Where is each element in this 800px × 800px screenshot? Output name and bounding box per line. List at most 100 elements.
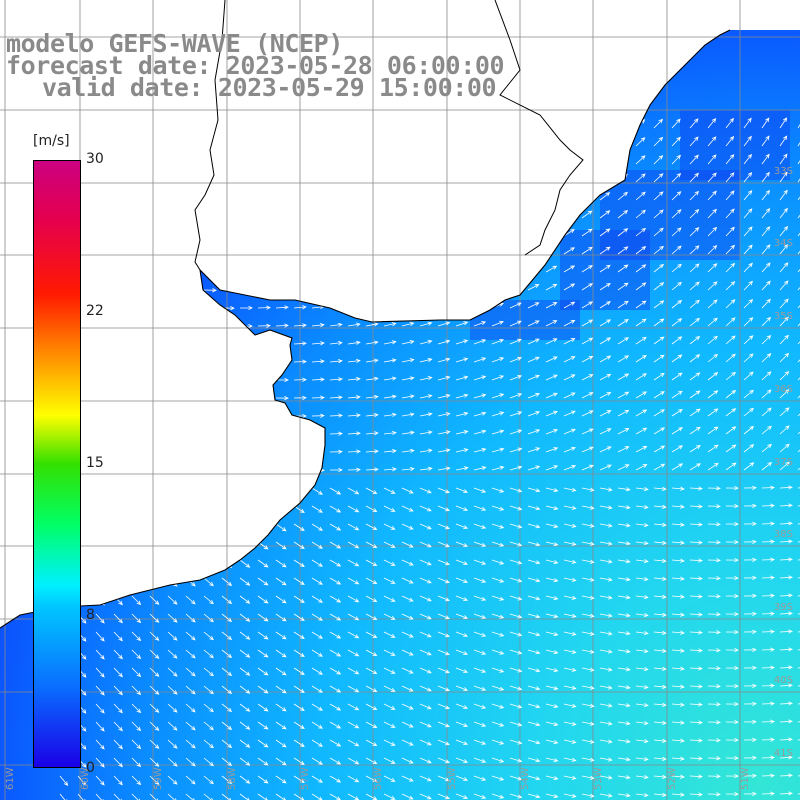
wind-arrow bbox=[275, 250, 289, 256]
wind-arrow bbox=[473, 157, 486, 165]
wind-arrow bbox=[419, 466, 433, 471]
wind-arrow bbox=[545, 410, 558, 417]
wind-arrow bbox=[797, 225, 800, 237]
wind-arrow bbox=[113, 631, 123, 642]
wind-arrow bbox=[437, 212, 450, 219]
wind-arrow bbox=[581, 703, 595, 708]
wind-arrow bbox=[113, 775, 123, 786]
wind-arrow bbox=[383, 267, 397, 273]
wind-arrow bbox=[293, 649, 305, 658]
wind-arrow bbox=[779, 485, 793, 490]
wind-arrow bbox=[689, 263, 700, 273]
wind-arrow bbox=[239, 160, 253, 165]
wind-arrow bbox=[131, 523, 142, 534]
wind-arrow bbox=[401, 667, 414, 674]
wind-arrow bbox=[149, 379, 163, 384]
wind-arrow bbox=[329, 141, 343, 147]
wind-arrow bbox=[383, 376, 397, 381]
wind-arrow bbox=[365, 249, 379, 255]
lat-label: 36S bbox=[774, 384, 793, 395]
wind-arrow bbox=[383, 213, 397, 219]
wind-arrow bbox=[239, 523, 251, 532]
wind-arrow bbox=[419, 613, 432, 620]
wind-arrow bbox=[419, 231, 433, 237]
wind-arrow bbox=[275, 541, 287, 550]
wind-arrow bbox=[581, 541, 595, 546]
wind-arrow bbox=[707, 208, 717, 219]
wind-arrow bbox=[203, 378, 217, 383]
wind-arrow bbox=[473, 339, 487, 345]
wind-arrow bbox=[455, 667, 469, 673]
wind-arrow bbox=[797, 443, 800, 453]
wind-arrow bbox=[527, 631, 541, 637]
wind-arrow bbox=[509, 595, 523, 601]
wind-arrow bbox=[527, 211, 540, 219]
wind-arrow bbox=[329, 250, 343, 255]
wind-arrow bbox=[131, 667, 142, 678]
wind-arrow bbox=[311, 487, 323, 495]
wind-arrow bbox=[167, 125, 181, 130]
wind-arrow bbox=[365, 358, 379, 363]
wind-arrow bbox=[95, 379, 109, 385]
wind-arrow bbox=[131, 505, 142, 516]
wind-arrow bbox=[761, 719, 775, 724]
wind-arrow bbox=[257, 649, 269, 658]
wind-arrow bbox=[95, 343, 109, 349]
wind-arrow bbox=[275, 341, 289, 346]
lat-label: 41S bbox=[774, 748, 793, 759]
wind-arrow bbox=[311, 141, 325, 147]
wind-arrow bbox=[257, 631, 269, 640]
wind-arrow bbox=[203, 360, 217, 365]
wind-arrow bbox=[779, 461, 790, 471]
wind-arrow bbox=[185, 649, 196, 659]
wind-arrow bbox=[707, 540, 721, 545]
wind-arrow bbox=[779, 719, 793, 724]
wind-arrow bbox=[491, 393, 505, 399]
wind-arrow bbox=[491, 284, 504, 291]
wind-arrow bbox=[401, 394, 415, 399]
wind-arrow bbox=[743, 335, 754, 345]
wind-arrow bbox=[221, 721, 233, 730]
wind-arrow bbox=[95, 685, 105, 696]
wind-arrow bbox=[455, 775, 469, 781]
wind-arrow bbox=[653, 630, 667, 635]
wind-arrow bbox=[617, 613, 631, 618]
wind-arrow bbox=[599, 505, 613, 510]
wind-arrow bbox=[689, 245, 700, 255]
wind-arrow bbox=[365, 177, 379, 183]
wind-arrow bbox=[725, 485, 739, 491]
wind-arrow bbox=[527, 320, 540, 327]
wind-arrow bbox=[473, 139, 486, 147]
wind-arrow bbox=[275, 269, 289, 274]
wind-arrow bbox=[167, 685, 178, 695]
wind-arrow bbox=[635, 756, 649, 762]
wind-arrow bbox=[329, 395, 343, 400]
wind-arrow bbox=[689, 612, 703, 617]
wind-arrow bbox=[167, 559, 178, 569]
wind-arrow bbox=[599, 703, 613, 708]
wind-arrow bbox=[617, 464, 630, 471]
wind-arrow bbox=[455, 375, 469, 381]
wind-arrow bbox=[419, 703, 432, 710]
wind-arrow bbox=[689, 594, 703, 599]
wind-arrow bbox=[473, 793, 487, 799]
wind-arrow bbox=[401, 303, 415, 309]
wind-arrow bbox=[617, 355, 630, 363]
wind-arrow bbox=[689, 444, 701, 453]
wind-arrow bbox=[239, 287, 253, 292]
wind-arrow bbox=[743, 755, 757, 760]
wind-arrow bbox=[671, 336, 683, 345]
wind-arrow bbox=[311, 286, 325, 291]
wind-arrow bbox=[509, 703, 523, 709]
wind-arrow bbox=[527, 411, 541, 417]
wind-arrow bbox=[149, 234, 163, 239]
wind-arrow bbox=[545, 649, 559, 655]
wind-arrow bbox=[329, 667, 342, 675]
wind-arrow bbox=[635, 540, 649, 546]
wind-arrow bbox=[185, 433, 199, 438]
wind-arrow bbox=[761, 189, 770, 201]
wind-arrow bbox=[473, 303, 487, 309]
wind-arrow bbox=[725, 593, 739, 599]
wind-arrow bbox=[257, 613, 269, 622]
wind-arrow bbox=[617, 703, 631, 708]
